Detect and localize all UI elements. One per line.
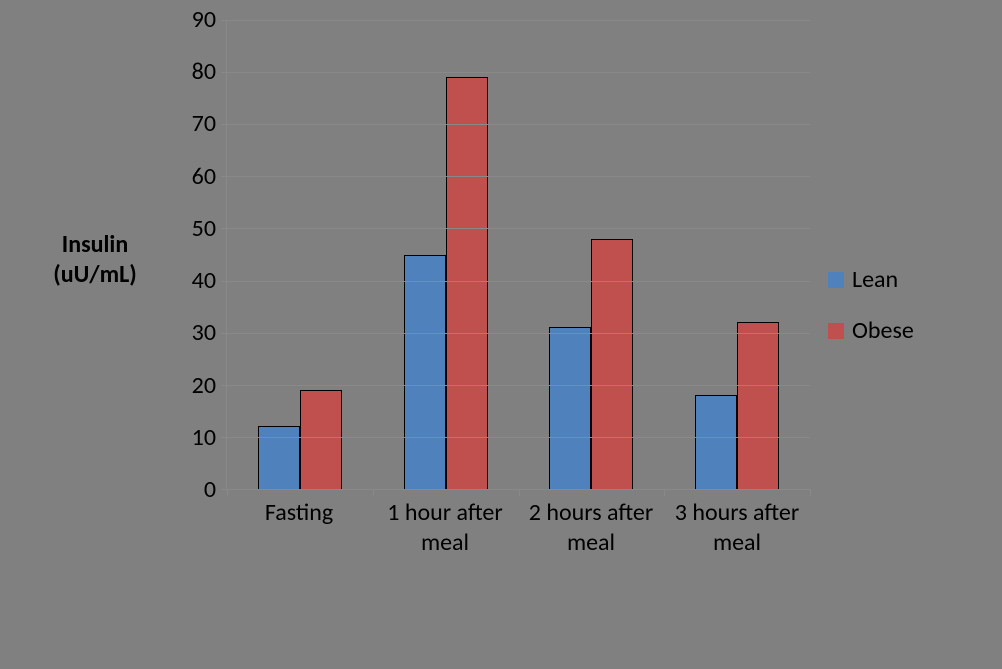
gridline [227, 333, 810, 334]
y-tickmark [221, 72, 227, 73]
bar [258, 426, 300, 489]
legend-label-lean: Lean [852, 265, 898, 294]
x-tickmark [227, 489, 228, 496]
y-axis-label: Insulin (uU/mL) [30, 230, 160, 290]
y-tickmark [221, 437, 227, 438]
legend-swatch-obese [828, 323, 844, 339]
plot-row: 9080706050403020100 [170, 20, 810, 490]
bar-groups [227, 20, 810, 489]
y-tickmark [221, 281, 227, 282]
bar [404, 255, 446, 490]
bar-group [373, 20, 519, 489]
x-labels: Fasting1 hour after meal2 hours after me… [226, 490, 810, 558]
x-label: Fasting [226, 490, 372, 558]
gridline [227, 437, 810, 438]
plot-container: 9080706050403020100 Fasting1 hour after … [170, 20, 810, 640]
x-tickmark [519, 489, 520, 496]
gridline [227, 228, 810, 229]
gridline [227, 124, 810, 125]
chart-canvas: Insulin (uU/mL) 9080706050403020100 Fast… [0, 0, 1002, 669]
x-label: 1 hour after meal [372, 490, 518, 558]
legend-item-lean: Lean [828, 265, 914, 294]
legend: Lean Obese [828, 265, 914, 345]
x-tickmark [664, 489, 665, 496]
x-tickmark [373, 489, 374, 496]
bar [737, 322, 779, 489]
y-axis-label-line2: (uU/mL) [30, 260, 160, 290]
gridline [227, 281, 810, 282]
y-axis-label-line1: Insulin [30, 230, 160, 260]
y-tickmark [221, 124, 227, 125]
y-tickmark [221, 228, 227, 229]
bar-group [519, 20, 665, 489]
bar [446, 77, 488, 489]
y-tickmark [221, 20, 227, 21]
gridline [227, 176, 810, 177]
gridline [227, 385, 810, 386]
gridline [227, 72, 810, 73]
bar [549, 327, 591, 489]
x-label: 3 hours after meal [664, 490, 810, 558]
y-tickmark [221, 333, 227, 334]
plot-area [226, 20, 810, 490]
bar-group [664, 20, 810, 489]
bar [695, 395, 737, 489]
y-tickmark [221, 176, 227, 177]
x-label: 2 hours after meal [518, 490, 664, 558]
y-ticks: 9080706050403020100 [170, 20, 226, 490]
y-tickmark [221, 385, 227, 386]
bar [300, 390, 342, 489]
legend-swatch-lean [828, 272, 844, 288]
legend-label-obese: Obese [852, 316, 914, 345]
x-tickmark [810, 489, 811, 496]
bar [591, 239, 633, 489]
legend-item-obese: Obese [828, 316, 914, 345]
bar-group [227, 20, 373, 489]
gridline [227, 20, 810, 21]
